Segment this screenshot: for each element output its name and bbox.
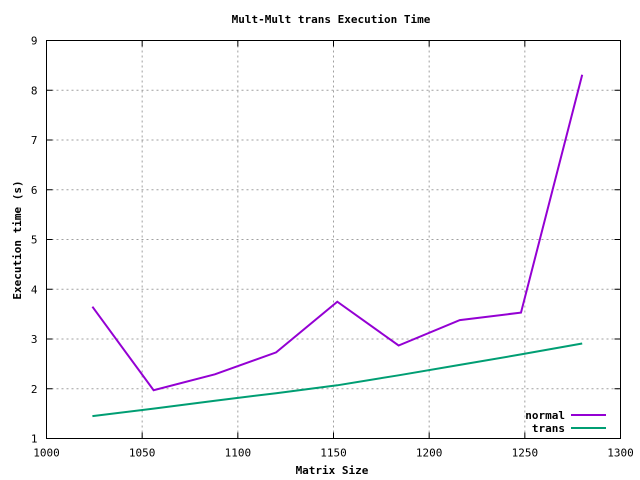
x-tick-label: 1150 xyxy=(320,447,347,460)
series-line-normal xyxy=(91,74,584,392)
y-tick-label: 4 xyxy=(31,283,38,296)
x-axis-label: Matrix Size xyxy=(296,464,369,477)
y-tick-label: 1 xyxy=(31,433,38,446)
legend-label-trans: trans xyxy=(532,422,565,435)
y-tick-label: 5 xyxy=(31,234,38,247)
axis-ticks: 1000 1050 1100 1150 1200 1250 1300 1 2 3 4 5 6 7 8 9 xyxy=(31,35,634,460)
chart-title: Mult-Mult trans Execution Time xyxy=(232,13,431,26)
y-tick-label: 2 xyxy=(31,383,38,396)
x-tick-label: 1250 xyxy=(512,447,539,460)
legend-label-normal: normal xyxy=(525,409,565,422)
series-lines xyxy=(91,74,584,418)
series-line-trans xyxy=(92,342,583,418)
y-axis-label: Execution time (s) xyxy=(11,180,24,299)
y-tick-label: 7 xyxy=(31,134,38,147)
x-tick-label: 1100 xyxy=(225,447,252,460)
grid xyxy=(46,40,621,439)
y-tick-label: 9 xyxy=(31,35,38,48)
x-tick-label: 1300 xyxy=(607,447,634,460)
x-tick-label: 1200 xyxy=(416,447,443,460)
x-tick-label: 1000 xyxy=(33,447,60,460)
x-tick-label: 1050 xyxy=(129,447,156,460)
y-tick-label: 3 xyxy=(31,333,38,346)
y-tick-label: 8 xyxy=(31,84,38,97)
y-tick-label: 6 xyxy=(31,184,38,197)
